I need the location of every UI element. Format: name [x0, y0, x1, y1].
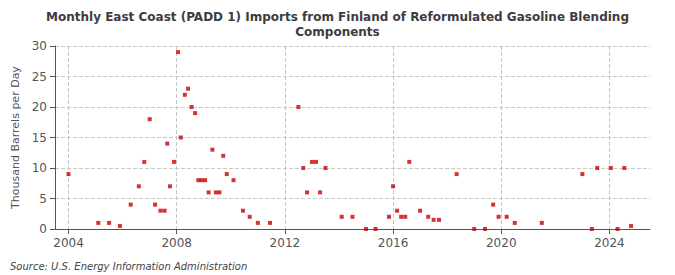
svg-text:2012: 2012 — [270, 236, 301, 250]
svg-text:2016: 2016 — [378, 236, 409, 250]
svg-text:20: 20 — [32, 100, 47, 114]
svg-text:2004: 2004 — [53, 236, 84, 250]
svg-text:Components: Components — [295, 25, 380, 39]
svg-text:2008: 2008 — [161, 236, 192, 250]
svg-text:30: 30 — [32, 39, 47, 53]
svg-text:2020: 2020 — [486, 236, 517, 250]
svg-text:2024: 2024 — [594, 236, 625, 250]
svg-text:Monthly East Coast (PADD 1) Im: Monthly East Coast (PADD 1) Imports from… — [46, 10, 629, 24]
svg-text:25: 25 — [32, 70, 47, 84]
svg-text:10: 10 — [32, 161, 47, 175]
svg-text:0: 0 — [39, 222, 47, 236]
svg-text:15: 15 — [32, 131, 47, 145]
svg-text:Thousand Barrels per Day: Thousand Barrels per Day — [9, 66, 22, 210]
svg-text:5: 5 — [39, 192, 47, 206]
svg-text:Source: U.S. Energy Informatio: Source: U.S. Energy Information Administ… — [10, 261, 247, 272]
